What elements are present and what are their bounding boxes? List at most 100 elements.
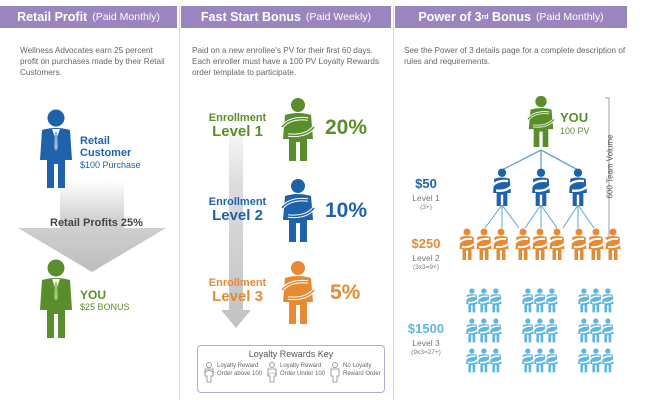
power-of-3-title: Power of 3 [418,10,482,24]
power-you-person-icon [526,95,556,147]
fast-start-description: Paid on a new enrollee's PV for their fi… [192,46,380,77]
mini-person-icon [589,348,603,373]
mini-person-icon [601,318,615,343]
loyalty-key-item-2-line1: Loyalty Reward [280,363,322,369]
mini-person-icon [548,228,566,260]
power-of-3-description: See the Power of 3 details page for a co… [404,46,626,66]
divider-1 [179,6,180,400]
power-level-1-name: Level 1 [412,193,440,203]
mini-person-icon [475,228,493,260]
power-of-3-title-sup: rd [481,13,489,21]
mini-person-icon [521,348,535,373]
mini-person-icon [477,348,491,373]
level-1-person-icon-b [530,168,552,206]
fast-start-title: Fast Start Bonus [200,10,301,24]
divider-2 [393,6,394,400]
retail-you-label: YOU [80,288,107,302]
mini-person-icon [577,348,591,373]
level-1-person-icon-a [491,168,513,206]
loyalty-key-item-2-line2: Order Under 100 [280,371,326,377]
mini-person-icon [477,288,491,313]
loyalty-key-item-1-line1: Loyalty Reward [217,363,259,369]
retail-profit-description: Wellness Advocates earn 25 percent profi… [20,46,165,77]
loyalty-key-item-3-line1: No Loyalty [343,363,372,369]
enrollment-level-2-line2: Level 2 [212,207,263,224]
loyalty-key-icon-above-100 [203,362,215,383]
mini-person-icon [587,228,605,260]
mini-person-icon [489,348,503,373]
mini-person-icon [577,318,591,343]
power-you-label: YOU [560,110,589,125]
enrollment-level-1-line1: Enrollment [208,112,267,124]
mini-person-icon [545,318,559,343]
retail-profit-header: Retail Profit (Paid Monthly) [0,6,177,28]
retail-profit-title: Retail Profit [17,10,88,24]
fast-start-subtitle: (Paid Weekly) [305,11,372,23]
power-level-1-amount: $50 [415,176,437,191]
mini-person-icon [545,288,559,313]
enrollment-level-3-line1: Enrollment [208,277,267,289]
retail-customer-label-1: Retail [80,135,110,147]
retail-profit-subtitle: (Paid Monthly) [92,11,160,23]
power-of-3-title-suffix: Bonus [492,10,531,24]
level-1-person-icon-c [567,168,589,206]
mini-person-icon [521,318,535,343]
mini-person-icon [533,318,547,343]
power-level-3-amount: $1500 [407,321,445,336]
loyalty-key-icon-no-reward [330,362,340,383]
mini-person-icon [492,228,510,260]
retail-profit-arrow-label: Retail Profits 25% [50,217,143,229]
enrollment-level-2-percent: 10% [325,199,368,222]
mini-person-icon [533,288,547,313]
enrollment-level-1-line2: Level 1 [212,123,263,140]
power-level-1-note: (3+) [420,204,432,211]
enrollment-level-2-line1: Enrollment [208,196,267,208]
power-level-2-amount: $250 [411,236,441,251]
level-1-person-icon [280,98,316,161]
loyalty-key-title: Loyalty Rewards Key [248,349,334,359]
mini-person-icon [465,288,479,313]
mini-person-icon [570,228,588,260]
loyalty-key-icon-under-100 [266,362,278,383]
power-of-3-subtitle: (Paid Monthly) [535,11,604,23]
retail-customer-person-icon [40,109,72,188]
you-person-icon [40,259,72,338]
mini-person-icon [601,288,615,313]
mini-person-icon [577,288,591,313]
mini-person-icon [465,348,479,373]
mini-person-icon [521,288,535,313]
mini-person-icon [489,318,503,343]
retail-customer-label-2: Customer [80,147,132,159]
mini-person-icon [589,318,603,343]
power-level-2-name: Level 2 [412,253,440,263]
enrollment-level-3-percent: 5% [330,281,361,304]
fast-start-header: Fast Start Bonus (Paid Weekly) [181,6,391,28]
power-level-3-note: (9x3=27+) [411,349,441,356]
mini-person-icon [545,348,559,373]
mini-person-icon [601,348,615,373]
retail-customer-amount: $100 Purchase [80,160,141,170]
loyalty-rewards-key: Loyalty Rewards Key Loyalty Reward Order… [197,345,385,393]
mini-person-icon [489,288,503,313]
mini-person-icon [589,288,603,313]
mini-person-icon [531,228,549,260]
loyalty-key-item-3-line2: Reward Order [343,371,381,377]
enrollment-level-1-percent: 20% [325,116,368,139]
power-level-3-name: Level 3 [412,338,440,348]
level-2-person-icon [280,179,316,242]
mini-person-icon [533,348,547,373]
mini-person-icon [477,318,491,343]
mini-person-icon [604,228,622,260]
mini-person-icon [458,228,476,260]
power-level-2-note: (3x3=9+) [412,264,440,271]
power-you-pv: 100 PV [560,126,590,136]
retail-you-bonus: $25 BONUS [80,302,130,312]
enrollment-level-3-line2: Level 3 [212,288,263,305]
mini-person-icon [465,318,479,343]
level-3-person-icon [280,261,316,324]
